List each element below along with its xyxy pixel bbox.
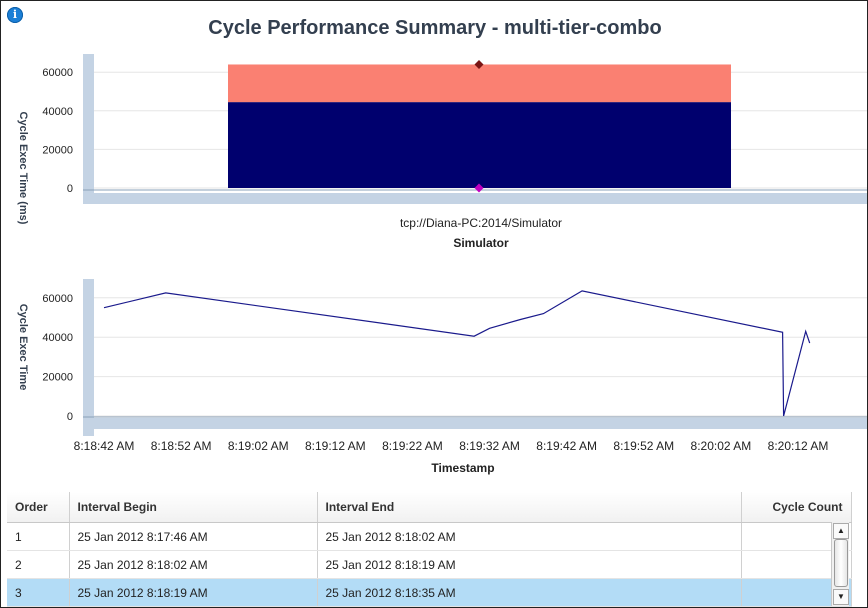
x-tick-label: 8:19:42 AM (536, 439, 597, 453)
x-tick-label: 8:18:52 AM (151, 439, 212, 453)
y-tick-label: 40000 (42, 332, 73, 344)
bar-chart-y-ticks: 0 20000 40000 60000 (42, 67, 73, 195)
column-header-order[interactable]: Order (7, 492, 70, 523)
cell-interval-begin: 25 Jan 2012 8:18:02 AM (69, 550, 318, 579)
cell-interval-begin: 25 Jan 2012 8:18:19 AM (69, 578, 318, 607)
x-tick-label: 8:18:42 AM (74, 439, 135, 453)
y-tick-label: 60000 (42, 293, 73, 305)
bar-chart: 0 20000 40000 60000 tcp://Diana-PC:2014/Sim… (17, 54, 867, 250)
x-tick-label: 8:19:32 AM (459, 439, 520, 453)
table-scrollbar[interactable]: ▲ ▼ (831, 522, 849, 606)
bar-segment-base (228, 102, 731, 188)
y-axis-band (83, 54, 94, 197)
y-tick-label: 40000 (42, 106, 73, 118)
scroll-thumb[interactable] (834, 539, 848, 587)
cell-interval-begin: 25 Jan 2012 8:17:46 AM (69, 522, 318, 551)
table-row[interactable]: 2 25 Jan 2012 8:18:02 AM 25 Jan 2012 8:1… (7, 550, 852, 579)
y-tick-label: 0 (67, 411, 73, 423)
line-chart-y-ticks: 0 20000 40000 60000 (42, 293, 73, 423)
cell-order: 3 (7, 578, 70, 607)
line-chart-series (103, 290, 811, 417)
scroll-down-icon[interactable]: ▼ (833, 589, 849, 605)
info-icon[interactable]: i (7, 7, 23, 23)
cell-interval-end: 25 Jan 2012 8:18:35 AM (317, 578, 742, 607)
line-chart-x-ticks: 8:18:42 AM 8:18:52 AM 8:19:02 AM 8:19:12 AM… (74, 439, 829, 453)
cell-order: 2 (7, 550, 70, 579)
table-row-selected[interactable]: 3 25 Jan 2012 8:18:19 AM 25 Jan 2012 8:1… (7, 578, 852, 607)
line-y-axis-band (83, 279, 94, 436)
y-tick-label: 0 (67, 183, 73, 195)
cell-interval-end: 25 Jan 2012 8:18:02 AM (317, 522, 742, 551)
y-tick-label: 20000 (42, 372, 73, 384)
bar-segment-top (228, 64, 731, 103)
x-tick-label: 8:19:52 AM (613, 439, 674, 453)
table-header-row: Order Interval Begin Interval End Cycle … (7, 492, 852, 523)
x-tick-label: 8:19:22 AM (382, 439, 443, 453)
bar-chart-bars (228, 64, 731, 188)
bar-chart-x-label: Simulator (453, 236, 509, 250)
interval-table: Order Interval Begin Interval End Cycle … (7, 492, 852, 607)
chart-title: Cycle Performance Summary - multi-tier-c… (208, 17, 662, 39)
diamond-marker-top (474, 59, 484, 69)
bar-chart-category-label: tcp://Diana-PC:2014/Simulator (400, 216, 562, 230)
column-header-interval-end[interactable]: Interval End (317, 492, 742, 523)
cycle-exec-time-line (103, 290, 811, 417)
x-tick-label: 8:19:12 AM (305, 439, 366, 453)
cell-order: 1 (7, 522, 70, 551)
table-row[interactable]: 1 25 Jan 2012 8:17:46 AM 25 Jan 2012 8:1… (7, 522, 852, 551)
bar-chart-markers (474, 59, 484, 193)
line-chart-y-label: Cycle Exec Time (17, 304, 29, 391)
line-x-axis-band (83, 418, 867, 429)
column-header-interval-begin[interactable]: Interval Begin (69, 492, 318, 523)
x-axis-band (83, 193, 867, 204)
bar-chart-y-label: Cycle Exec Time (ms) (17, 112, 29, 225)
diamond-marker-bottom (474, 183, 484, 193)
x-tick-label: 8:20:12 AM (768, 439, 829, 453)
line-chart-x-label: Timestamp (431, 461, 494, 475)
cell-interval-end: 25 Jan 2012 8:18:19 AM (317, 550, 742, 579)
scroll-up-icon[interactable]: ▲ (833, 523, 849, 539)
line-chart-gridlines (94, 297, 867, 417)
y-tick-label: 20000 (42, 144, 73, 156)
column-header-cycle-count[interactable]: Cycle Count (741, 492, 852, 523)
y-tick-label: 60000 (42, 67, 73, 79)
x-tick-label: 8:19:02 AM (228, 439, 289, 453)
x-tick-label: 8:20:02 AM (691, 439, 752, 453)
